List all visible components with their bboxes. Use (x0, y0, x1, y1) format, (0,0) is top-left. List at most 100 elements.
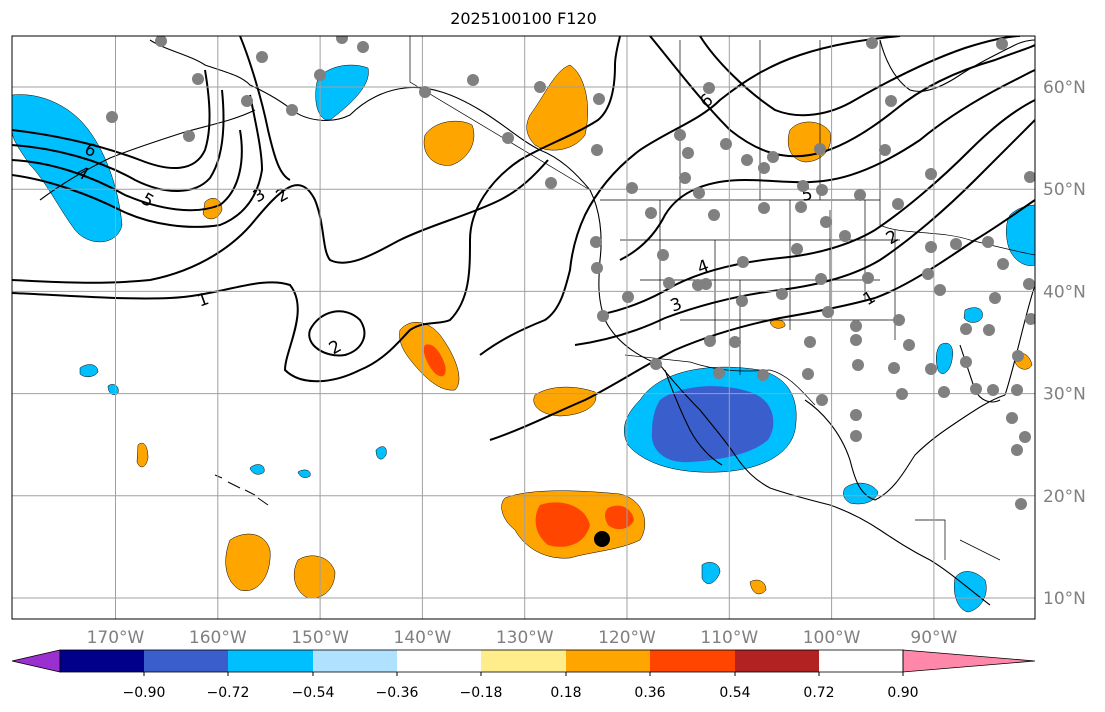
station-marker (997, 258, 1009, 270)
station-marker (720, 138, 732, 150)
colorbar-tick-label: −0.36 (376, 685, 419, 701)
fill-blue-small-3 (375, 446, 387, 460)
colorbar-segment (313, 650, 397, 672)
contour-6-west (12, 69, 211, 169)
border-canada-prov (679, 40, 881, 200)
fill-baja-red (423, 344, 446, 377)
coast-baja-peninsula (664, 369, 723, 466)
longitude-tick-label: 170°W (87, 628, 145, 648)
station-marker (729, 336, 741, 348)
station-marker (934, 284, 946, 296)
station-marker (357, 41, 369, 53)
station-marker (645, 207, 657, 219)
station-marker (983, 324, 995, 336)
station-marker (737, 256, 749, 268)
longitude-labels: 170°W 160°W 150°W 140°W 130°W 120°W 110°W 100°W… (87, 628, 958, 648)
station-marker (816, 394, 828, 406)
station-marker (704, 335, 716, 347)
station-marker (822, 306, 834, 318)
station-marker (155, 36, 167, 47)
fill-hi-orange-1 (225, 533, 271, 592)
colorbar-segment (566, 650, 650, 672)
station-marker (502, 132, 514, 144)
island-hawaii (214, 474, 269, 506)
fill-east-blue (963, 307, 983, 323)
station-marker (950, 238, 962, 250)
longitude-tick-label: 90°W (910, 628, 957, 648)
colorbar-segment (650, 650, 735, 672)
station-marker (1025, 313, 1035, 325)
coast-baja (659, 364, 991, 606)
station-marker (922, 268, 934, 280)
latitude-labels: 10°N 20°N 30°N 40°N 50°N 60°N (1043, 78, 1086, 609)
station-marker (192, 73, 204, 85)
contour-east-3 (574, 119, 1035, 346)
colorbar-extend-high (902, 649, 1036, 673)
contour-5-west (12, 89, 225, 192)
station-marker (982, 236, 994, 248)
station-marker (534, 81, 546, 93)
contour-deep-west (239, 36, 291, 181)
station-marker (545, 177, 557, 189)
station-marker (682, 147, 694, 159)
station-marker (839, 230, 851, 242)
station-marker (925, 168, 937, 180)
longitude-tick-label: 120°W (598, 628, 656, 648)
station-marker (591, 262, 603, 274)
station-marker (893, 314, 905, 326)
station-marker (713, 367, 725, 379)
station-marker (1011, 444, 1023, 456)
latitude-tick-label: 40°N (1043, 282, 1086, 302)
station-marker (814, 143, 826, 155)
station-marker (741, 154, 753, 166)
station-marker (815, 273, 827, 285)
colorbar-tick-label: −0.90 (123, 685, 166, 701)
station-marker (797, 180, 809, 192)
colorbar-tick-label: 0.72 (803, 685, 834, 701)
colorbar: −0.90 −0.72 −0.54 −0.36 −0.18 0.18 0.36 0.54 0.7… (11, 649, 1036, 701)
station-marker (888, 362, 900, 374)
colorbar-tick-label: −0.18 (460, 685, 503, 701)
latitude-tick-label: 50°N (1043, 180, 1086, 200)
station-marker (736, 295, 748, 307)
longitude-tick-label: 100°W (803, 628, 861, 648)
latitude-tick-label: 30°N (1043, 385, 1086, 405)
station-marker (970, 383, 982, 395)
colorbar-segment (228, 650, 313, 672)
coast-hudson (879, 39, 1035, 92)
station-marker (591, 144, 603, 156)
longitude-tick-label: 110°W (700, 628, 758, 648)
station-marker (106, 111, 118, 123)
contour-east-5 (619, 69, 1035, 261)
station-marker (854, 189, 866, 201)
station-marker (989, 292, 1001, 304)
fill-hawaii-blue-1 (79, 364, 99, 377)
station-marker (650, 358, 662, 370)
latitude-tick-label: 20°N (1043, 487, 1086, 507)
station-marker (850, 409, 862, 421)
longitude-tick-label: 140°W (394, 628, 452, 648)
station-marker (256, 51, 268, 63)
station-marker (708, 209, 720, 221)
map-frame (11, 35, 1036, 620)
station-marker (816, 184, 828, 196)
colorbar-segment (481, 650, 566, 672)
colorbar-tick-label: −0.72 (207, 685, 250, 701)
coast-gulf (804, 394, 1006, 501)
station-marker (850, 320, 862, 332)
station-markers (106, 36, 1035, 510)
station-marker (925, 363, 937, 375)
latitude-tick-label: 10°N (1043, 589, 1086, 609)
fill-small-orange-2 (749, 579, 767, 595)
border-central-america (915, 519, 1001, 561)
station-marker (700, 278, 712, 290)
contour-east-2 (489, 199, 1035, 441)
fill-blue-small-2 (297, 469, 311, 478)
fill-pac-orange-2 (533, 386, 597, 417)
station-marker (419, 86, 431, 98)
station-marker (795, 201, 807, 213)
contour-2 (12, 159, 549, 284)
contour-east-7 (699, 36, 1021, 117)
colorbar-segment (735, 650, 819, 672)
station-marker (657, 249, 669, 261)
